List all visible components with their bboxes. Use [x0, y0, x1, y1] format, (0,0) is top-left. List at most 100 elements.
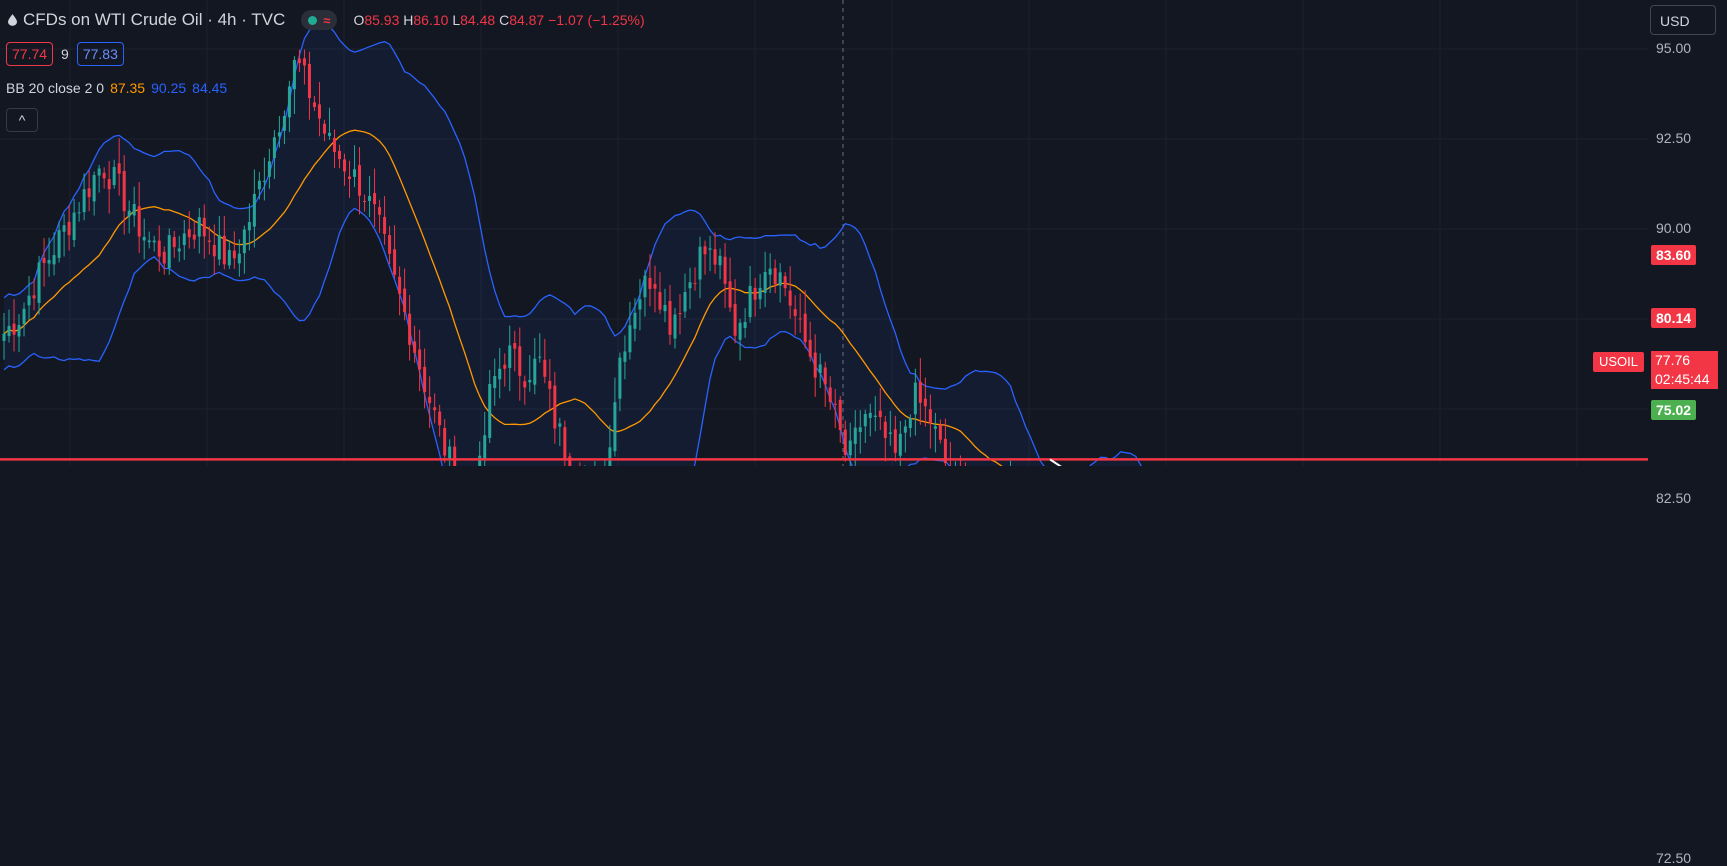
- candle: [302, 49, 306, 85]
- candle: [623, 335, 627, 380]
- candle-body: [488, 383, 492, 438]
- bb-lower-band: [3, 207, 951, 466]
- candle: [17, 314, 21, 353]
- candle: [798, 293, 802, 333]
- candle: [27, 276, 31, 321]
- candle: [413, 325, 417, 363]
- high-value: 86.10: [413, 12, 449, 28]
- candle-body: [718, 255, 722, 266]
- low-value: 84.48: [460, 12, 496, 28]
- indicator-legend[interactable]: BB 20 close 2 0 87.35 90.25 84.45: [6, 80, 227, 96]
- candle-body: [943, 438, 947, 464]
- candle: [12, 299, 16, 352]
- candle: [353, 145, 357, 188]
- candle: [267, 148, 271, 189]
- candle: [743, 308, 747, 338]
- candle: [142, 218, 146, 260]
- candle: [503, 353, 507, 387]
- candle: [828, 376, 832, 410]
- candle: [818, 353, 822, 388]
- candle-body: [433, 407, 437, 411]
- candle-body: [172, 237, 176, 248]
- sell-button[interactable]: 77.74: [6, 42, 54, 66]
- candle: [7, 309, 11, 343]
- candle-body: [272, 137, 276, 159]
- candle-body: [207, 240, 211, 242]
- candle-body: [883, 421, 887, 438]
- candle-body: [237, 253, 241, 264]
- candle-body: [748, 285, 752, 318]
- candle: [808, 321, 812, 362]
- candle-body: [257, 180, 261, 190]
- collapse-legend-button[interactable]: ^: [6, 108, 38, 132]
- candle: [858, 410, 862, 454]
- candle: [558, 417, 562, 447]
- candle: [152, 235, 156, 252]
- candle: [883, 415, 887, 462]
- candle: [608, 424, 612, 466]
- currency-select[interactable]: USD: [1650, 5, 1716, 35]
- candle-body: [217, 235, 221, 260]
- candle: [718, 248, 722, 280]
- trade-buttons: 77.74 9 77.83: [6, 42, 124, 66]
- candle: [42, 238, 46, 287]
- candle: [297, 49, 301, 72]
- candle: [132, 186, 136, 228]
- price-chart[interactable]: [0, 0, 1727, 466]
- candle-body: [878, 410, 882, 418]
- candle: [568, 452, 572, 466]
- candle: [843, 420, 847, 462]
- price-axis-label: 92.50: [1656, 130, 1692, 146]
- candle: [918, 358, 922, 425]
- candle-body: [773, 268, 777, 285]
- symbol-title[interactable]: CFDs on WTI Crude Oil · 4h · TVC: [23, 10, 286, 29]
- candle-body: [868, 412, 872, 418]
- candle-body: [743, 321, 747, 328]
- candle-body: [503, 364, 507, 369]
- candle: [613, 377, 617, 457]
- candle: [888, 411, 892, 446]
- candle: [833, 389, 837, 429]
- candle: [913, 368, 917, 436]
- candle-body: [768, 268, 772, 275]
- candle-body: [438, 411, 442, 426]
- candle: [207, 226, 211, 255]
- candle: [72, 199, 76, 248]
- candle: [938, 419, 942, 444]
- candle-body: [147, 240, 151, 243]
- candle-body: [803, 313, 807, 343]
- candle: [563, 420, 567, 466]
- candle-body: [513, 343, 517, 349]
- oil-drop-icon: [8, 14, 17, 26]
- candle-body: [413, 341, 417, 353]
- candle: [693, 267, 697, 291]
- buy-button[interactable]: 77.83: [76, 42, 124, 66]
- candle: [408, 294, 412, 361]
- candle: [523, 375, 527, 405]
- candle: [543, 338, 547, 384]
- candle: [317, 81, 321, 137]
- candle-body: [92, 175, 96, 202]
- candle-body: [192, 234, 196, 240]
- candle-body: [523, 381, 527, 388]
- candle: [713, 232, 717, 274]
- candle: [37, 255, 41, 315]
- candle-body: [132, 203, 136, 216]
- candle-body: [137, 206, 141, 237]
- candle-body: [663, 304, 667, 312]
- candle: [378, 199, 382, 233]
- candle: [122, 155, 126, 235]
- candle: [82, 173, 86, 221]
- candle-body: [142, 236, 146, 241]
- candle-body: [247, 222, 251, 231]
- candle-body: [62, 225, 66, 232]
- candle: [763, 251, 767, 308]
- candle: [87, 170, 91, 212]
- candle-body: [107, 179, 111, 190]
- candle: [903, 419, 907, 453]
- candle-body: [368, 196, 372, 201]
- market-status-pill[interactable]: ≈: [301, 10, 338, 30]
- candle: [898, 420, 902, 466]
- price-axis-label: 82.50: [1656, 490, 1692, 506]
- candle-body: [72, 212, 76, 241]
